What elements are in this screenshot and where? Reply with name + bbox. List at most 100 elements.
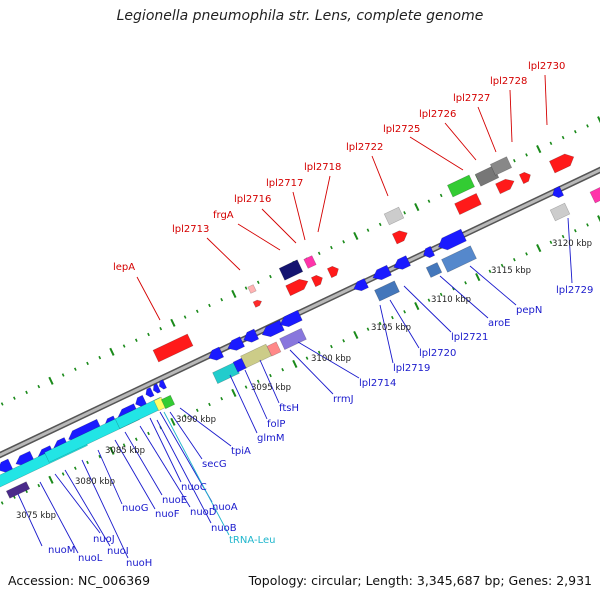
ftsH-arrow xyxy=(279,309,303,328)
tick-mark xyxy=(292,359,298,368)
pepN-gene xyxy=(441,245,477,273)
gene-label: lpl2721 xyxy=(451,332,488,343)
nuoE-arrow xyxy=(145,386,155,398)
tick-mark xyxy=(256,280,260,285)
tick-mark xyxy=(208,402,211,407)
lpl2728b-gene xyxy=(518,171,531,185)
tick-mark xyxy=(427,199,431,203)
tick-mark xyxy=(231,388,237,397)
gene-label: lpl2719 xyxy=(393,363,430,374)
leader-line xyxy=(509,89,513,143)
tick-mark xyxy=(195,408,199,412)
tick-mark xyxy=(586,223,589,227)
leader-line xyxy=(163,411,230,536)
tick-mark xyxy=(536,244,542,253)
tick-mark xyxy=(0,402,4,406)
kbp-label: 3110 kbp xyxy=(431,295,471,305)
gene-label: folP xyxy=(267,419,285,430)
gene-label: nuoM xyxy=(48,545,75,556)
folP-gene xyxy=(240,343,272,369)
gene-label: lpl2726 xyxy=(419,109,456,120)
leader-line xyxy=(139,425,191,508)
tick-mark xyxy=(414,202,420,212)
tick-mark xyxy=(414,301,420,311)
tick-mark xyxy=(330,245,333,250)
tick-mark xyxy=(403,211,406,215)
tick-mark xyxy=(536,145,542,154)
tick-mark xyxy=(586,124,589,128)
tick-mark xyxy=(269,274,272,279)
gene-label: tRNA-Leu xyxy=(229,535,275,546)
glmM-arrow xyxy=(243,328,260,343)
tick-mark xyxy=(403,310,406,314)
lpl2722b-gene xyxy=(391,230,408,245)
tick-mark xyxy=(208,303,211,308)
tick-mark xyxy=(122,443,126,447)
tick-mark xyxy=(147,332,150,337)
tick-mark xyxy=(378,222,382,227)
tick-mark xyxy=(98,355,102,360)
accession-text: Accession: NC_006369 xyxy=(8,573,151,588)
tick-mark xyxy=(512,257,516,262)
leader-line xyxy=(206,237,241,271)
tick-mark xyxy=(439,193,443,198)
kbp-label: 3075 kbp xyxy=(16,511,56,521)
tick-mark xyxy=(317,350,321,355)
tick-mark xyxy=(269,373,272,378)
kbp-label: 3095 kbp xyxy=(251,383,291,393)
tick-mark xyxy=(147,431,150,436)
leader-line xyxy=(39,481,79,554)
tick-mark xyxy=(317,251,321,256)
leader-line xyxy=(409,136,464,171)
tick-mark xyxy=(220,396,224,401)
tick-mark xyxy=(61,472,65,476)
leader-line xyxy=(156,419,212,524)
gene-label: lpl2725 xyxy=(383,124,420,135)
tick-mark xyxy=(220,297,224,302)
leader-line xyxy=(169,411,203,460)
tick-mark xyxy=(244,385,248,389)
tick-mark xyxy=(86,361,89,366)
frgA-gene xyxy=(252,299,263,308)
gene-label: nuoC xyxy=(181,482,207,493)
tick-mark xyxy=(500,263,504,268)
leader-line xyxy=(297,341,360,379)
tick-mark xyxy=(73,466,77,470)
gene-label: nuoI xyxy=(107,546,129,557)
leader-line xyxy=(259,359,280,404)
gene-label: pepN xyxy=(516,305,542,316)
gene-label: nuoJ xyxy=(93,534,115,545)
leader-line xyxy=(237,223,281,251)
leader-line xyxy=(229,374,258,434)
gene-label: nuoE xyxy=(162,495,187,506)
gene-label: secG xyxy=(202,459,227,470)
tick-mark xyxy=(134,338,138,342)
leader-line xyxy=(149,417,182,483)
gene-label: lpl2716 xyxy=(234,194,271,205)
tick-mark xyxy=(427,298,431,302)
tick-mark xyxy=(366,228,370,232)
gene-label: nuoL xyxy=(78,553,103,564)
lpl2717-gene xyxy=(303,255,317,269)
map-title: Legionella pneumophila str. Lens, comple… xyxy=(116,8,484,24)
lpl2713-gene xyxy=(247,284,257,294)
leader-line xyxy=(179,407,232,447)
gene-label: aroE xyxy=(488,318,510,329)
leader-line xyxy=(17,493,43,547)
leader-line xyxy=(371,155,389,197)
gene-label: nuoA xyxy=(212,502,238,513)
tick-mark xyxy=(0,501,4,505)
tick-mark xyxy=(549,141,553,146)
kbp-label: 3120 kbp xyxy=(552,239,592,249)
leader-line xyxy=(54,473,101,534)
tick-mark xyxy=(464,281,467,285)
rrmJ-gene xyxy=(279,327,307,351)
tick-mark xyxy=(195,309,199,313)
tick-mark xyxy=(109,446,115,455)
leader-line xyxy=(439,275,489,319)
lpl2718-gene xyxy=(310,274,323,288)
gene-label: lpl2722 xyxy=(346,142,383,153)
tick-mark xyxy=(475,273,481,282)
tick-mark xyxy=(122,344,126,348)
